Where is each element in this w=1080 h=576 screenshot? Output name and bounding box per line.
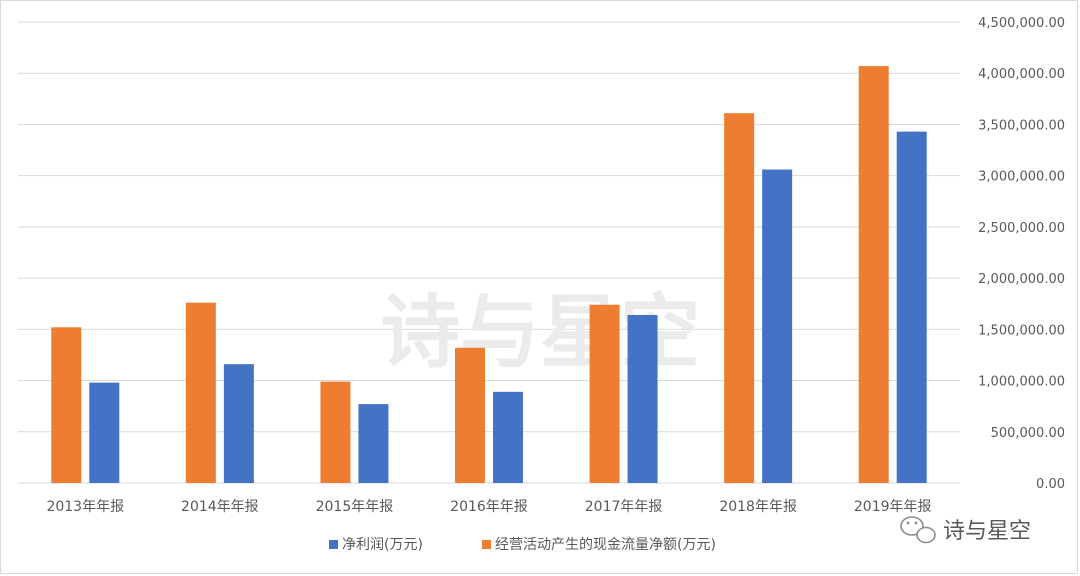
bar-series-0 [589,304,620,483]
x-tick-label: 2016年年报 [450,499,528,515]
y-tick-label: 2,500,000.00 [978,221,1065,236]
bar-series-1 [358,404,389,483]
bar-series-0 [724,113,755,484]
x-tick-label: 2017年年报 [585,499,663,515]
bar-series-1 [896,131,927,484]
legend-label: 经营活动产生的现金流量净额(万元) [495,537,716,553]
y-tick-label: 1,500,000.00 [978,323,1065,338]
legend: 净利润(万元) 经营活动产生的现金流量净额(万元) [329,537,716,553]
y-tick-label: 500,000.00 [991,426,1065,441]
bar-series-0 [185,302,216,483]
x-tick-label: 2013年年报 [46,499,124,515]
x-tick-label: 2018年年报 [719,499,797,515]
bar-series-1 [223,364,254,483]
y-tick-label: 3,500,000.00 [978,118,1065,133]
y-tick-label: 0.00 [1036,477,1065,492]
bar-series-0 [320,381,351,483]
gridlines [18,21,960,484]
x-axis-ticks: 2013年年报 2014年年报 2015年年报 2016年年报 2017年年报 2018年… [46,499,931,515]
x-tick-label: 2014年年报 [181,499,259,515]
wechat-icon [900,516,936,544]
bar-series-1 [493,391,523,483]
y-tick-label: 1,000,000.00 [978,375,1065,390]
y-tick-label: 2,000,000.00 [978,272,1065,287]
bars [51,66,927,484]
bar-series-1 [627,314,658,483]
bar-series-0 [858,66,889,483]
x-tick-label: 2015年年报 [316,499,394,515]
legend-label: 净利润(万元) [342,537,423,553]
y-axis-ticks: 0.00 500,000.00 1,000,000.00 1,500,000.00 2,… [978,16,1065,492]
y-tick-label: 4,500,000.00 [978,16,1065,31]
bar-series-1 [762,169,793,483]
bar-series-0 [51,327,82,483]
legend-swatch [329,540,338,549]
x-tick-label: 2019年年报 [854,499,932,515]
bar-series-1 [89,382,120,483]
logo-text: 诗与星空 [943,519,1031,544]
y-tick-label: 4,000,000.00 [978,67,1065,82]
y-tick-label: 3,000,000.00 [978,170,1065,185]
logo: 诗与星空 [900,516,1031,544]
legend-swatch [482,540,491,549]
bar-series-0 [455,347,485,483]
